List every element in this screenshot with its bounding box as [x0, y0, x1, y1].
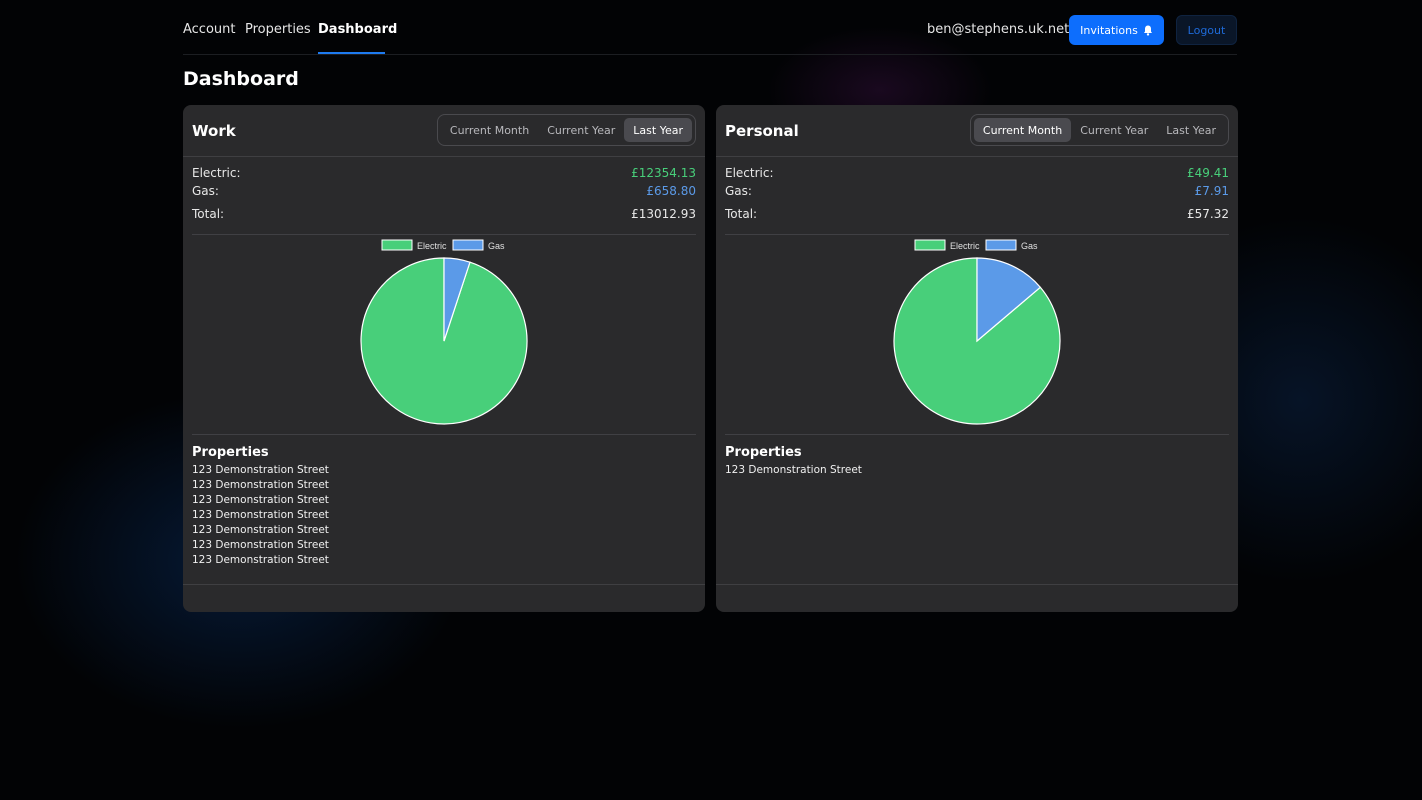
card-header: Personal Current Month Current Year Last… — [716, 105, 1238, 157]
gas-label: Gas: — [192, 184, 219, 198]
property-list-item: 123 Demonstration Street — [192, 479, 329, 491]
divider — [725, 234, 1229, 235]
pie-chart-personal: Electric Gas — [716, 236, 1238, 432]
legend-label-electric: Electric — [950, 241, 980, 251]
period-last-year[interactable]: Last Year — [624, 118, 692, 142]
card-title: Personal — [725, 122, 799, 140]
gas-value: £7.91 — [1194, 184, 1229, 198]
period-current-month[interactable]: Current Month — [441, 118, 538, 142]
property-list-item: 123 Demonstration Street — [192, 464, 329, 476]
total-label: Total: — [725, 207, 758, 221]
electric-label: Electric: — [725, 166, 774, 180]
personal-card: Personal Current Month Current Year Last… — [716, 105, 1238, 612]
total-row: Total: £57.32 — [725, 207, 1229, 223]
pie-slice-gas[interactable] — [976, 257, 1042, 343]
card-footer — [716, 584, 1238, 612]
total-row: Total: £13012.93 — [192, 207, 696, 223]
properties-section: Properties 123 Demonstration Street 123 D… — [192, 445, 329, 568]
page-title: Dashboard — [183, 68, 299, 90]
card-title: Work — [192, 122, 236, 140]
property-list-item: 123 Demonstration Street — [192, 494, 329, 506]
total-label: Total: — [192, 207, 225, 221]
properties-list: 123 Demonstration Street 123 Demonstratio… — [192, 463, 329, 568]
divider — [192, 434, 696, 435]
divider — [192, 234, 696, 235]
property-list-item: 123 Demonstration Street — [192, 524, 329, 536]
properties-title: Properties — [192, 445, 269, 460]
logout-button[interactable]: Logout — [1176, 15, 1237, 45]
legend-label-gas: Gas — [488, 241, 505, 251]
work-card: Work Current Month Current Year Last Yea… — [183, 105, 705, 612]
electric-label: Electric: — [192, 166, 241, 180]
period-current-year[interactable]: Current Year — [538, 118, 624, 142]
card-header: Work Current Month Current Year Last Yea… — [183, 105, 705, 157]
property-list-item: 123 Demonstration Street — [725, 464, 862, 476]
nav-active-indicator — [318, 52, 385, 54]
legend-swatch-electric[interactable] — [381, 239, 413, 251]
electric-value: £49.41 — [1187, 166, 1229, 180]
bell-icon — [1143, 25, 1152, 36]
divider — [725, 434, 1229, 435]
electric-row: Electric: £49.41 — [725, 166, 1229, 182]
pie-chart-work: Electric Gas — [183, 236, 705, 432]
properties-section: Properties 123 Demonstration Street — [725, 445, 862, 478]
electric-row: Electric: £12354.13 — [192, 166, 696, 182]
nav-link-dashboard[interactable]: Dashboard — [318, 22, 398, 37]
gas-label: Gas: — [725, 184, 752, 198]
property-list-item: 123 Demonstration Street — [192, 554, 329, 566]
gas-row: Gas: £658.80 — [192, 184, 696, 200]
user-email: ben@stephens.uk.net — [927, 22, 1070, 37]
navbar: Account Properties Dashboard ben@stephen… — [183, 0, 1237, 55]
gas-value: £658.80 — [646, 184, 696, 198]
card-footer — [183, 584, 705, 612]
property-list-item: 123 Demonstration Street — [192, 509, 329, 521]
invitations-label: Invitations — [1080, 23, 1138, 37]
property-list-item: 123 Demonstration Street — [192, 539, 329, 551]
period-current-month[interactable]: Current Month — [973, 118, 1072, 142]
legend-swatch-electric[interactable] — [914, 239, 946, 251]
properties-title: Properties — [725, 445, 802, 460]
period-current-year[interactable]: Current Year — [1071, 118, 1157, 142]
electric-value: £12354.13 — [631, 166, 696, 180]
properties-list: 123 Demonstration Street — [725, 463, 862, 478]
legend-swatch-gas[interactable] — [985, 239, 1017, 251]
total-value: £13012.93 — [631, 207, 696, 221]
legend-swatch-gas[interactable] — [452, 239, 484, 251]
nav-link-properties[interactable]: Properties — [245, 22, 311, 37]
invitations-button[interactable]: Invitations — [1069, 15, 1164, 45]
period-last-year[interactable]: Last Year — [1157, 118, 1225, 142]
nav-link-account[interactable]: Account — [183, 22, 236, 37]
gas-row: Gas: £7.91 — [725, 184, 1229, 200]
pie-slice-gas[interactable] — [443, 257, 471, 342]
legend-label-electric: Electric — [417, 241, 447, 251]
period-selector: Current Month Current Year Last Year — [436, 114, 696, 146]
total-value: £57.32 — [1187, 207, 1229, 221]
legend-label-gas: Gas — [1021, 241, 1038, 251]
period-selector: Current Month Current Year Last Year — [969, 114, 1229, 146]
